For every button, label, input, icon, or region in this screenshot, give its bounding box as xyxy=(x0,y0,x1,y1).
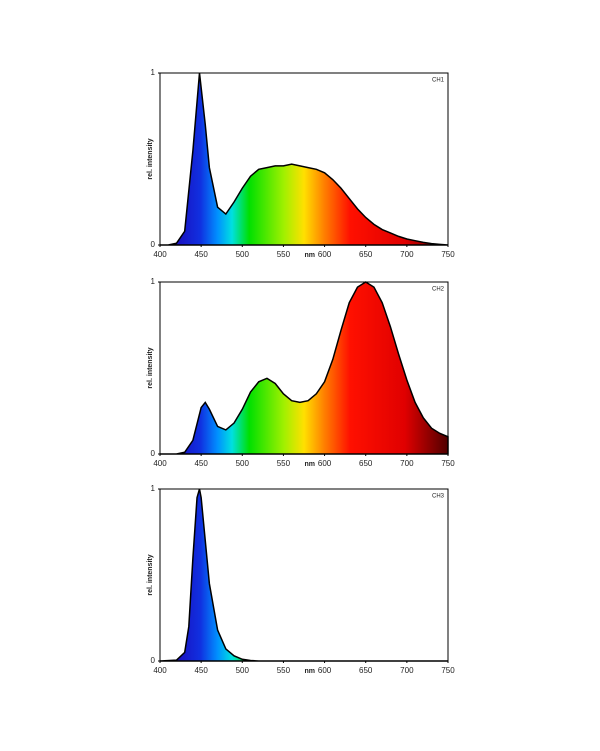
x-tick-label: 500 xyxy=(236,459,250,468)
plot-frame xyxy=(159,281,449,455)
x-tick-label: 700 xyxy=(400,459,414,468)
x-tick-label: 400 xyxy=(153,666,167,675)
y-tick-label: 1 xyxy=(151,277,156,286)
x-tick-label: 600 xyxy=(318,459,332,468)
y-tick-label: 0 xyxy=(151,240,156,249)
plot-frame xyxy=(159,72,449,246)
y-tick-label: 1 xyxy=(151,484,156,493)
x-axis-label: nm xyxy=(305,252,316,259)
spectrum-area xyxy=(160,72,449,246)
x-tick-label: 650 xyxy=(359,459,373,468)
x-tick-label: 450 xyxy=(194,250,208,259)
y-tick-label: 0 xyxy=(151,449,156,458)
x-tick-label: 450 xyxy=(194,666,208,675)
x-tick-label: 650 xyxy=(359,666,373,675)
x-tick-label: 550 xyxy=(277,250,291,259)
x-tick-label: 650 xyxy=(359,250,373,259)
x-tick-label: 750 xyxy=(441,459,455,468)
x-tick-label: 450 xyxy=(194,459,208,468)
x-tick-label: 600 xyxy=(318,250,332,259)
x-tick-label: 500 xyxy=(236,250,250,259)
y-axis-label: rel. intensity xyxy=(147,554,154,595)
y-axis-label: rel. intensity xyxy=(147,138,154,179)
x-tick-label: 400 xyxy=(153,250,167,259)
spectrum-area xyxy=(159,488,448,662)
x-axis-label: nm xyxy=(305,668,316,675)
x-tick-label: 750 xyxy=(441,666,455,675)
y-tick-label: 1 xyxy=(151,68,156,77)
series-label: CH1 xyxy=(432,78,445,84)
chart: CH3 400 450 500 550 600 650 700 750 0 1 nm rel. inte… xyxy=(147,484,455,675)
series-label: CH2 xyxy=(432,287,445,293)
x-tick-label: 400 xyxy=(153,459,167,468)
x-tick-label: 700 xyxy=(400,666,414,675)
chart: CH1 400 450 500 550 600 650 700 750 0 1 nm rel. inte… xyxy=(147,68,455,259)
series-label: CH3 xyxy=(432,494,445,500)
y-axis-label: rel. intensity xyxy=(147,347,154,388)
x-tick-label: 550 xyxy=(277,459,291,468)
spectrum-area xyxy=(160,281,449,455)
x-axis-label: nm xyxy=(305,461,316,468)
chart: CH2 400 450 500 550 600 650 700 750 0 1 nm rel. inte… xyxy=(147,277,455,468)
x-tick-label: 500 xyxy=(236,666,250,675)
x-tick-label: 550 xyxy=(277,666,291,675)
y-tick-label: 0 xyxy=(151,656,156,665)
plot-frame xyxy=(159,488,449,662)
x-tick-label: 600 xyxy=(318,666,332,675)
x-tick-label: 750 xyxy=(441,250,455,259)
x-tick-label: 700 xyxy=(400,250,414,259)
